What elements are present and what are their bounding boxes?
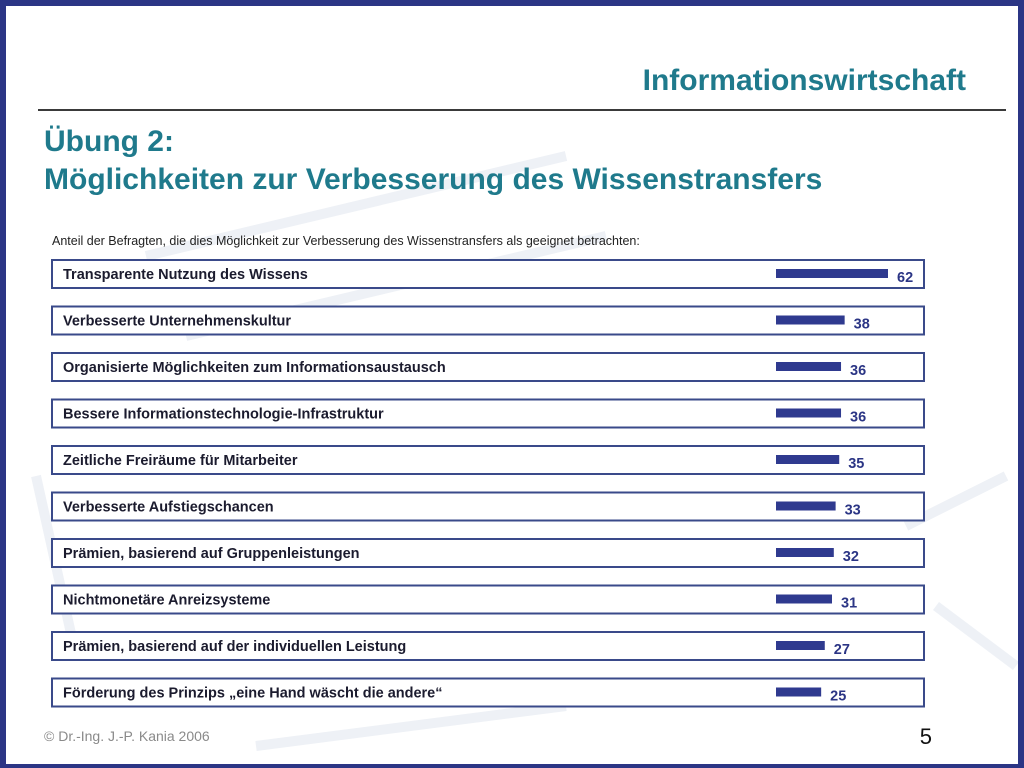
category-label: Bessere Informationstechnologie-Infrastr… bbox=[63, 407, 384, 423]
chart-row: Verbesserte Unternehmenskultur 38 bbox=[51, 305, 925, 336]
bar bbox=[776, 687, 822, 697]
chart-row: Förderung des Prinzips „eine Hand wäscht… bbox=[51, 677, 925, 708]
slide-title-line-2: Möglichkeiten zur Verbesserung des Wisse… bbox=[44, 163, 823, 196]
bar bbox=[776, 548, 834, 557]
chart-row: Transparente Nutzung des Wissens 62 bbox=[51, 259, 925, 289]
bar bbox=[776, 501, 836, 511]
bar-value-label: 32 bbox=[843, 549, 859, 565]
slide-title-line-1: Übung 2: bbox=[44, 125, 174, 158]
bar bbox=[776, 362, 842, 371]
chart-row: Zeitliche Freiräume für Mitarbeiter 35 bbox=[51, 445, 925, 475]
bar-chart: Transparente Nutzung des Wissens 62 Verbes… bbox=[51, 259, 925, 708]
footer-copyright: © Dr.-Ing. J.-P. Kania 2006 bbox=[44, 728, 210, 744]
slide-title: Übung 2: Möglichkeiten zur Verbesserung … bbox=[44, 123, 822, 199]
category-label: Prämien, basierend auf Gruppenleistungen bbox=[63, 546, 360, 562]
bar-value-label: 33 bbox=[845, 503, 861, 519]
category-label: Prämien, basierend auf der individuellen… bbox=[63, 639, 406, 655]
chart-row: Bessere Informationstechnologie-Infrastr… bbox=[51, 398, 925, 429]
category-label: Zeitliche Freiräume für Mitarbeiter bbox=[63, 453, 298, 469]
chart-row: Prämien, basierend auf der individuellen… bbox=[51, 631, 925, 661]
chart-row: Organisierte Möglichkeiten zum Informati… bbox=[51, 352, 925, 382]
bar-value-label: 25 bbox=[830, 689, 846, 705]
category-label: Verbesserte Aufstiegschancen bbox=[63, 500, 274, 516]
category-label: Förderung des Prinzips „eine Hand wäscht… bbox=[63, 686, 443, 702]
chart-row: Prämien, basierend auf Gruppenleistungen… bbox=[51, 538, 925, 568]
header-divider bbox=[38, 109, 1006, 111]
category-label: Transparente Nutzung des Wissens bbox=[63, 267, 308, 283]
bar-value-label: 36 bbox=[850, 363, 866, 379]
page-number: 5 bbox=[919, 724, 932, 749]
bar bbox=[776, 455, 840, 464]
bar-value-label: 36 bbox=[850, 410, 866, 426]
header-title: Informationswirtschaft bbox=[642, 64, 966, 97]
bar-value-label: 27 bbox=[834, 642, 850, 658]
bar-value-label: 31 bbox=[841, 596, 857, 612]
category-label: Verbesserte Unternehmenskultur bbox=[63, 314, 291, 330]
bar bbox=[776, 269, 888, 278]
bar bbox=[776, 641, 825, 650]
bar-value-label: 38 bbox=[854, 317, 870, 333]
category-label: Nichtmonetäre Anreizsysteme bbox=[63, 593, 270, 609]
chart-caption: Anteil der Befragten, die dies Möglichke… bbox=[52, 234, 640, 248]
category-label: Organisierte Möglichkeiten zum Informati… bbox=[63, 360, 446, 376]
chart-row: Nichtmonetäre Anreizsysteme 31 bbox=[51, 584, 925, 615]
bar-value-label: 62 bbox=[897, 270, 913, 286]
chart-row: Verbesserte Aufstiegschancen 33 bbox=[51, 491, 925, 522]
bar bbox=[776, 315, 845, 325]
bar bbox=[776, 408, 842, 418]
bar-value-label: 35 bbox=[848, 456, 864, 472]
bar bbox=[776, 594, 832, 604]
